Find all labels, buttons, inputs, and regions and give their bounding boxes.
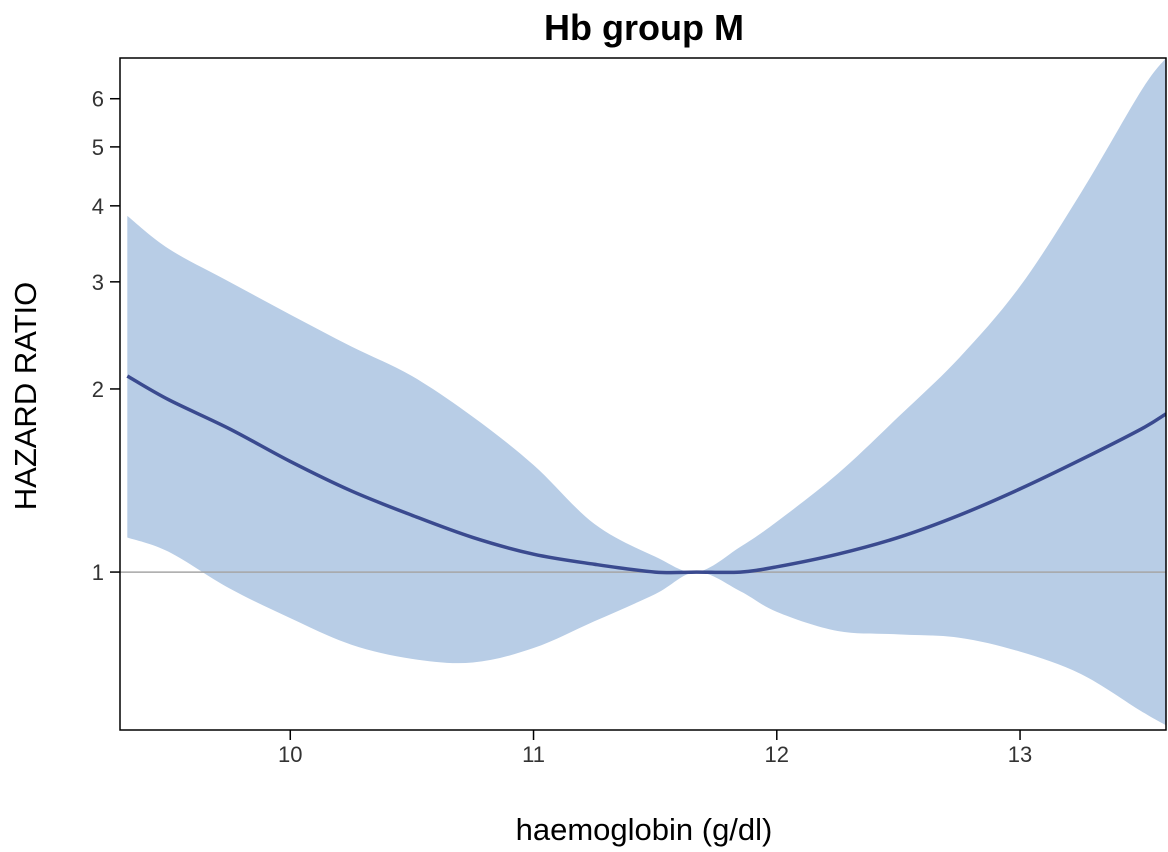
- y-tick-label: 4: [92, 194, 104, 219]
- y-tick-label: 3: [92, 270, 104, 295]
- x-tick-label: 13: [1008, 742, 1032, 767]
- y-tick-label: 2: [92, 377, 104, 402]
- y-tick-label: 1: [92, 560, 104, 585]
- y-axis-label: HAZARD RATIO: [8, 282, 43, 511]
- y-tick-label: 5: [92, 135, 104, 160]
- plot-area: [120, 58, 1166, 726]
- y-tick-label: 6: [92, 87, 104, 112]
- hazard-ratio-line: [126, 374, 1166, 575]
- x-tick-label: 12: [765, 742, 789, 767]
- x-axis-label: haemoglobin (g/dl): [516, 812, 773, 847]
- x-tick-label: 10: [278, 742, 302, 767]
- chart-title: Hb group M: [544, 7, 744, 48]
- confidence-band: [127, 58, 1166, 726]
- x-tick-label: 11: [522, 742, 545, 767]
- plot-frame: [119, 57, 1167, 731]
